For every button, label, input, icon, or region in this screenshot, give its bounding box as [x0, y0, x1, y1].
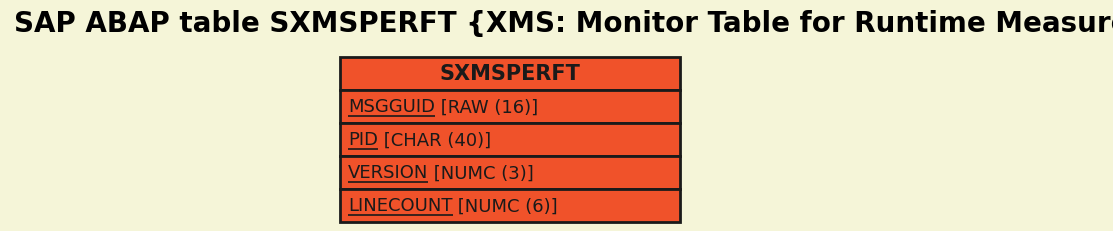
Text: PID: PID	[348, 131, 378, 149]
Bar	[339, 91, 680, 123]
Bar	[339, 58, 680, 91]
Text: [NUMC (6)]: [NUMC (6)]	[453, 197, 558, 215]
Text: LINECOUNT: LINECOUNT	[348, 197, 453, 215]
Text: [RAW (16)]: [RAW (16)]	[435, 98, 538, 116]
Bar	[339, 189, 680, 222]
Bar	[339, 156, 680, 189]
Text: SAP ABAP table SXMSPERFT {XMS: Monitor Table for Runtime Measurement}: SAP ABAP table SXMSPERFT {XMS: Monitor T…	[14, 10, 1113, 38]
Text: VERSION: VERSION	[348, 164, 429, 182]
Bar	[339, 123, 680, 156]
Text: [NUMC (3)]: [NUMC (3)]	[429, 164, 534, 182]
Text: [CHAR (40)]: [CHAR (40)]	[378, 131, 491, 149]
Text: MSGGUID: MSGGUID	[348, 98, 435, 116]
Text: SXMSPERFT: SXMSPERFT	[440, 64, 581, 84]
